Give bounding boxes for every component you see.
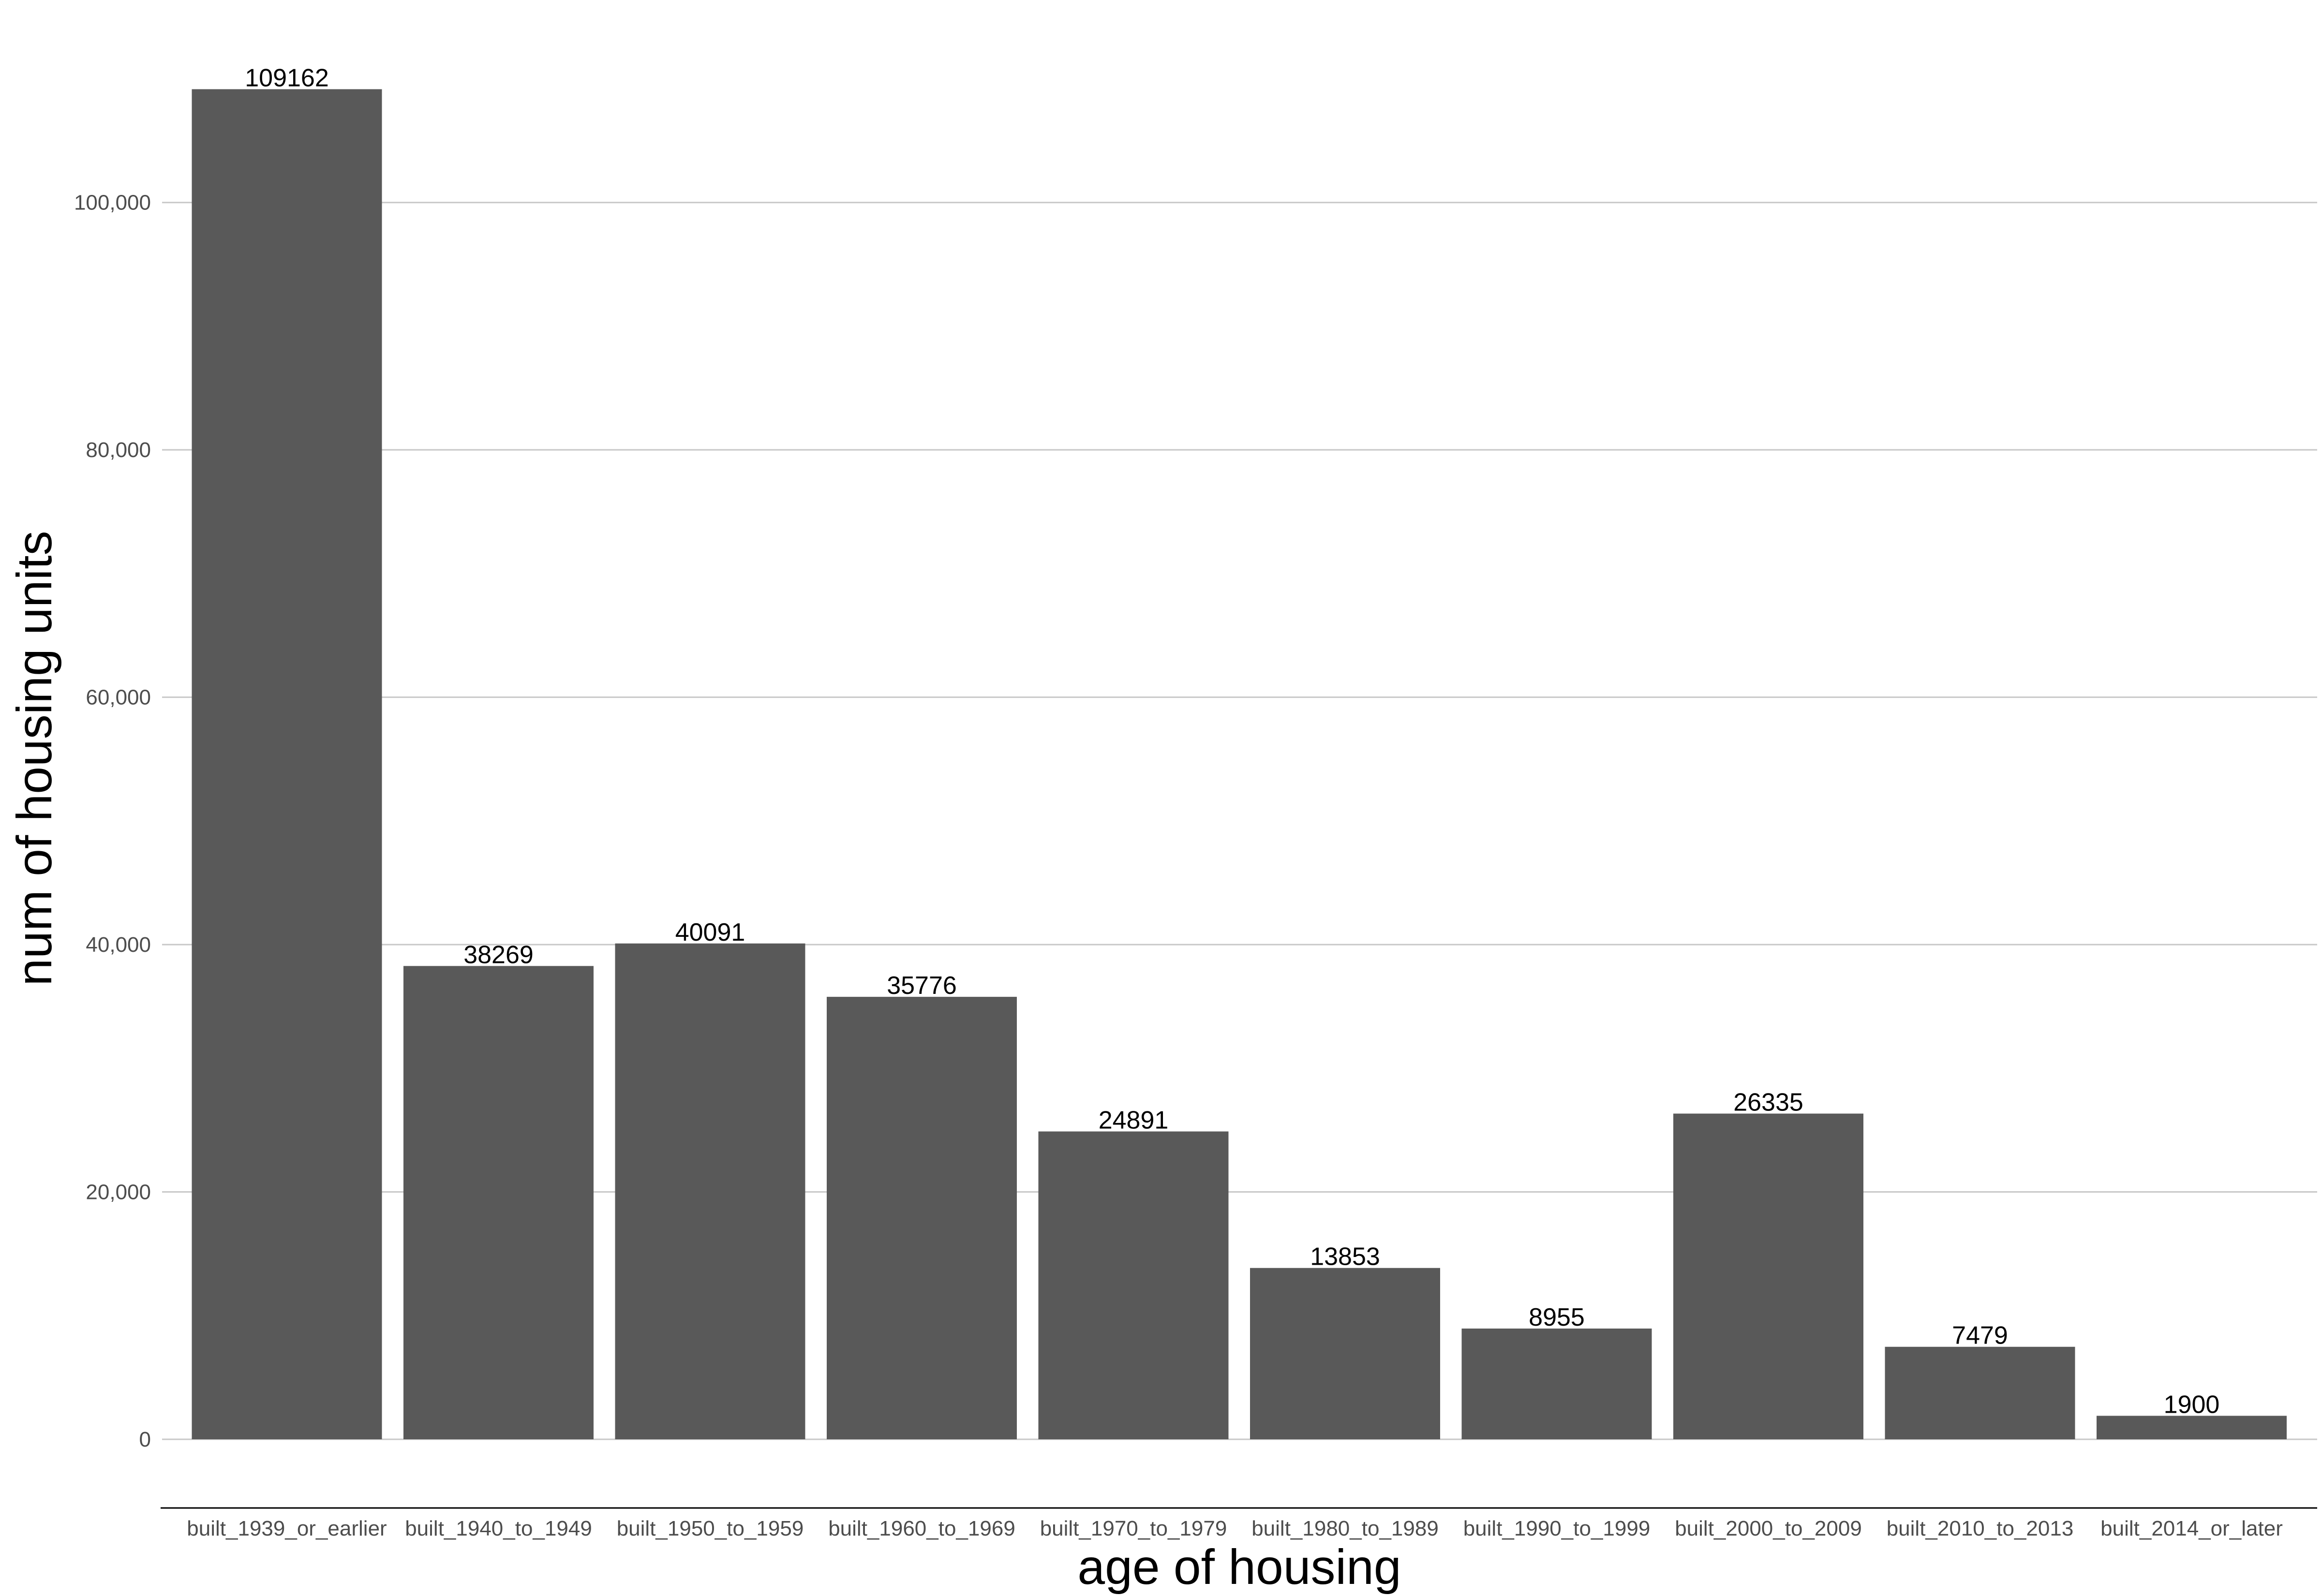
x-tick-label: built_2010_to_2013 [1887,1517,2074,1540]
x-tick-label: built_1940_to_1949 [405,1517,592,1540]
x-tick-label: built_1980_to_1989 [1251,1517,1439,1540]
bar [1673,1113,1863,1439]
data-label: 109162 [245,64,329,92]
data-label: 35776 [887,972,957,1000]
x-tick-label: built_1990_to_1999 [1463,1517,1651,1540]
x-tick-label: built_2000_to_2009 [1675,1517,1862,1540]
bar [827,997,1017,1439]
y-tick-label: 0 [139,1428,151,1451]
data-label: 13853 [1310,1243,1380,1271]
x-axis-title: age of housing [1077,1539,1401,1595]
x-tick-label: built_2014_or_later [2100,1517,2283,1540]
x-tick-label: built_1950_to_1959 [617,1517,804,1540]
data-label: 40091 [675,918,745,946]
x-tick-label: built_1960_to_1969 [828,1517,1015,1540]
bar [615,943,805,1439]
y-tick-label: 80,000 [86,438,151,462]
y-tick-label: 60,000 [86,686,151,709]
x-tick-label: built_1970_to_1979 [1040,1517,1227,1540]
data-label: 7479 [1952,1322,2008,1350]
data-label: 1900 [2164,1390,2220,1419]
data-labels: 109162 38269 40091 35776 24891 13853 8955 26335… [245,64,2219,1419]
y-tick-label: 20,000 [86,1181,151,1204]
bar [2097,1416,2287,1439]
y-axis-title: num of housing units [7,531,62,986]
bar [1885,1346,2075,1439]
data-label: 8955 [1529,1303,1585,1331]
x-axis-ticks: built_1939_or_earlier built_1940_to_1949 b… [187,1517,2283,1540]
bar [192,89,382,1440]
bar [1461,1328,1652,1439]
data-label: 38269 [463,941,534,969]
x-tick-label: built_1939_or_earlier [187,1517,387,1540]
y-axis-ticks: 0 20,000 40,000 60,000 80,000 100,000 [74,191,151,1451]
data-label: 26335 [1733,1089,1803,1117]
y-tick-label: 100,000 [74,191,151,215]
data-label: 24891 [1099,1106,1169,1134]
bars [192,89,2287,1440]
y-tick-label: 40,000 [86,933,151,957]
bar [403,966,594,1439]
bar [1250,1268,1440,1439]
bar [1038,1131,1229,1439]
